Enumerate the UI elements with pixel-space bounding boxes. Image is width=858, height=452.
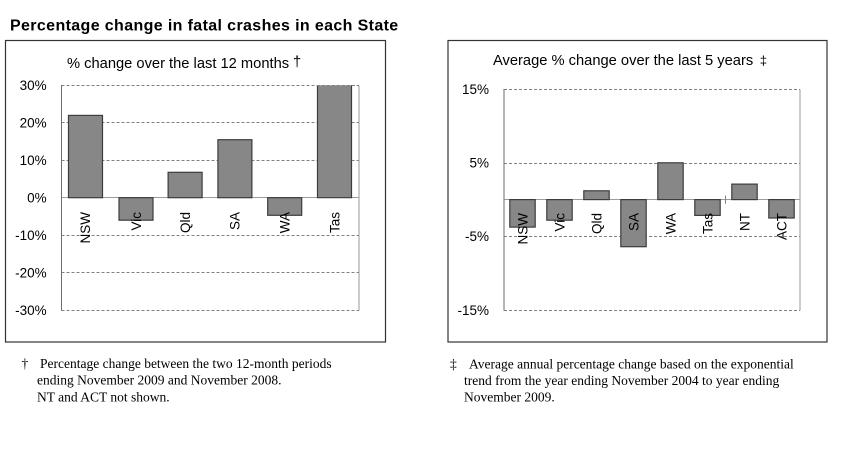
svg-text:Qld: Qld bbox=[589, 213, 604, 234]
svg-text:ACT: ACT bbox=[774, 213, 789, 240]
svg-text:Qld: Qld bbox=[178, 212, 193, 233]
svg-text:-10%: -10% bbox=[15, 228, 47, 243]
svg-text:WA: WA bbox=[663, 213, 678, 234]
svg-text:‡: ‡ bbox=[760, 53, 767, 68]
svg-text:NSW: NSW bbox=[515, 213, 530, 245]
svg-text:November 2009.: November 2009. bbox=[464, 390, 555, 405]
svg-text:WA: WA bbox=[278, 212, 293, 233]
svg-text:Average annual percentage chan: Average annual percentage change based o… bbox=[469, 357, 794, 372]
svg-text:-30%: -30% bbox=[15, 303, 47, 318]
svg-text:20%: 20% bbox=[20, 116, 47, 131]
svg-text:15%: 15% bbox=[462, 82, 489, 97]
svg-text:30%: 30% bbox=[20, 78, 47, 93]
svg-text:‡: ‡ bbox=[450, 357, 457, 372]
svg-text:Tas: Tas bbox=[700, 213, 715, 234]
svg-text:10%: 10% bbox=[20, 153, 47, 168]
svg-text:SA: SA bbox=[626, 213, 641, 231]
svg-text:trend from the year ending Nov: trend from the year ending November 2004… bbox=[464, 373, 780, 388]
svg-text:Percentage change in fatal cra: Percentage change in fatal crashes in ea… bbox=[10, 18, 399, 35]
svg-text:†: † bbox=[293, 55, 301, 71]
svg-text:-5%: -5% bbox=[465, 229, 489, 244]
svg-text:†: † bbox=[22, 356, 29, 371]
svg-text:Average % change over the last: Average % change over the last 5 years bbox=[493, 53, 753, 69]
svg-text:5%: 5% bbox=[469, 156, 489, 171]
svg-text:-15%: -15% bbox=[457, 303, 489, 318]
svg-text:Tas: Tas bbox=[327, 212, 342, 233]
svg-text:0%: 0% bbox=[27, 191, 47, 206]
svg-text:NSW: NSW bbox=[78, 212, 93, 244]
svg-text:Percentage change between the: Percentage change between the two 12-mon… bbox=[40, 356, 332, 371]
svg-text:NT: NT bbox=[737, 213, 752, 231]
svg-text:% change over the last 12 mont: % change over the last 12 months bbox=[67, 56, 289, 72]
svg-text:Vic: Vic bbox=[552, 213, 567, 232]
svg-text:Vic: Vic bbox=[129, 212, 144, 231]
svg-text:ending November 2009 and Novem: ending November 2009 and November 2008. bbox=[37, 373, 281, 388]
svg-text:NT and ACT not shown.: NT and ACT not shown. bbox=[37, 390, 170, 405]
svg-text:SA: SA bbox=[228, 212, 243, 230]
svg-text:-20%: -20% bbox=[15, 265, 47, 280]
